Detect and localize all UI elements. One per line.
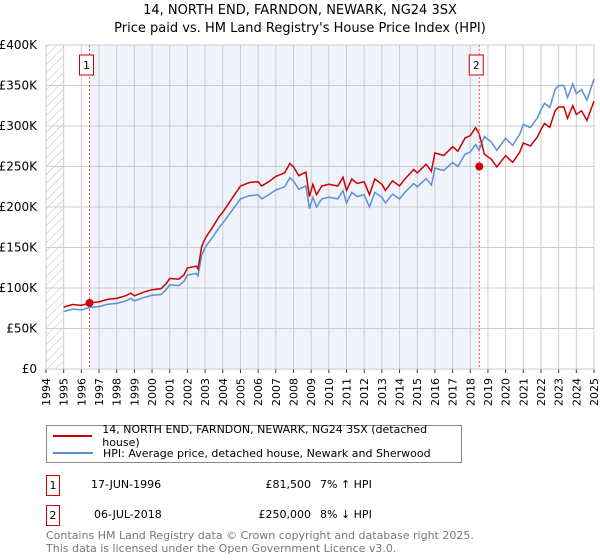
y-tick-label: £0 [22,362,37,376]
transaction-badge: 1 [46,475,60,496]
sale-label: 2 [473,59,480,72]
x-tick-label: 2017 [447,378,460,406]
legend-label: 14, NORTH END, FARNDON, NEWARK, NG24 3SX… [102,423,428,449]
y-tick-label: £200K [0,200,38,214]
x-tick-label: 2014 [394,378,407,406]
legend-item-property: 14, NORTH END, FARNDON, NEWARK, NG24 3SX… [53,423,461,449]
sale-point [475,162,484,171]
transaction-hpi: 8% ↓ HPI [320,508,372,521]
transaction-row: 2 06-JUL-2018 £250,000 8% ↓ HPI [46,505,446,526]
y-tick-label: £300K [0,119,38,133]
x-tick-label: 2010 [323,378,336,406]
y-tick-label: £150K [0,241,38,255]
sale-label-box [468,54,484,76]
footer: Contains HM Land Registry data © Crown c… [46,529,474,555]
x-tick-label: 2015 [411,378,424,406]
x-tick-label: 2003 [199,378,212,406]
x-tick-label: 2008 [287,378,300,406]
legend-swatch-red [53,435,93,437]
property-price-line [63,100,595,308]
x-tick-label: 2013 [376,378,389,406]
transaction-price: £250,000 [258,508,312,521]
y-tick-label: £400K [0,38,38,52]
x-tick-label: 1994 [40,378,53,406]
chart-subtitle: Price paid vs. HM Land Registry's House … [114,21,486,36]
transaction-date: 06-JUL-2018 [94,508,162,521]
x-tick-label: 2007 [270,378,283,406]
sale-point [85,298,94,307]
x-tick-label: 2004 [217,378,230,406]
x-tick-label: 1995 [58,378,71,406]
x-tick-label: 1996 [75,378,88,406]
y-tick-label: £100K [0,281,38,295]
transaction-badge: 2 [46,505,60,526]
x-tick-label: 2016 [429,378,442,406]
plot-border [45,44,595,370]
x-tick-label: 2019 [482,378,495,406]
sale-label: 1 [83,59,90,72]
x-tick-label: 2022 [535,378,548,406]
footer-line: This data is licensed under the Open Gov… [46,542,397,555]
footer-line: Contains HM Land Registry data © Crown c… [46,529,474,542]
legend-label: HPI: Average price, detached house, Newa… [103,446,431,460]
sale-label-box [78,54,94,76]
x-tick-label: 2025 [588,378,600,406]
x-tick-label: 2020 [500,378,513,406]
x-tick-label: 2023 [553,378,566,406]
x-tick-label: 2012 [358,378,371,406]
x-tick-label: 2001 [164,378,177,406]
x-tick-label: 2024 [570,378,583,406]
hpi-line [63,78,595,313]
x-tick-label: 2009 [305,378,318,406]
legend-item-hpi: HPI: Average price, detached house, Newa… [53,445,431,461]
x-tick-label: 2018 [464,378,477,406]
x-tick-label: 1999 [128,378,141,406]
transaction-row: 1 17-JUN-1996 £81,500 7% ↑ HPI [46,475,446,496]
transaction-hpi: 7% ↑ HPI [320,478,372,491]
price-chart: 1994 1995 1996 1997 1998 1999 2000 2001 2002 2003… [0,38,600,406]
legend-swatch-blue [53,452,93,454]
x-tick-label: 2002 [181,378,194,406]
x-tick-label: 1998 [111,378,124,406]
x-tick-label: 2000 [146,378,159,406]
x-tick-label: 2006 [252,378,265,406]
x-tick-label: 2021 [517,378,530,406]
chart-title: 14, NORTH END, FARNDON, NEWARK, NG24 3SX [143,3,457,18]
legend: 14, NORTH END, FARNDON, NEWARK, NG24 3SX… [46,423,462,463]
y-tick-label: £50K [6,322,38,336]
y-tick-label: £350K [0,79,38,93]
x-tick-label: 2011 [341,378,354,406]
x-tick-label: 2005 [234,378,247,406]
transaction-price: £81,500 [265,478,312,491]
transaction-date: 17-JUN-1996 [91,478,162,491]
y-tick-label: £250K [0,160,38,174]
x-tick-label: 1997 [93,378,106,406]
